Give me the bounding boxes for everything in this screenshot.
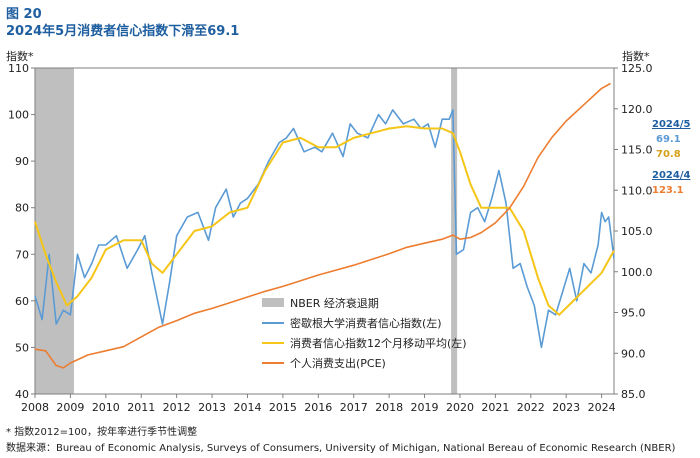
sentiment-latest-value: 69.1 [656, 134, 681, 145]
pce-date-label: 2024/4 [652, 170, 691, 181]
x-tick-label: 2014 [233, 401, 261, 414]
latest-date-label: 2024/5 [652, 119, 691, 130]
legend-swatch-recession [262, 298, 284, 307]
recession-band [451, 68, 458, 394]
x-tick-label: 2016 [304, 401, 332, 414]
x-tick-label: 2010 [92, 401, 120, 414]
right-tick-label: 105.0 [621, 225, 653, 238]
x-tick-label: 2009 [56, 401, 84, 414]
x-tick-label: 2008 [21, 401, 49, 414]
recession-band [35, 68, 74, 394]
x-tick-label: 2013 [198, 401, 226, 414]
x-tick-label: 2018 [375, 401, 403, 414]
left-tick-label: 110 [8, 62, 29, 75]
left-tick-label: 40 [15, 388, 29, 401]
right-tick-label: 85.0 [621, 388, 646, 401]
legend-label-pce: 个人消费支出(PCE) [290, 356, 386, 370]
right-tick-label: 100.0 [621, 266, 653, 279]
legend-label-average: 消费者信心指数12个月移动平均(左) [290, 336, 467, 350]
recession-bands [35, 68, 458, 394]
x-tick-label: 2020 [446, 401, 474, 414]
right-tick-label: 110.0 [621, 184, 653, 197]
right-tick-label: 115.0 [621, 144, 653, 157]
right-tick-label: 90.0 [621, 347, 646, 360]
left-tick-label: 60 [15, 295, 29, 308]
x-tick-label: 2022 [517, 401, 545, 414]
left-tick-label: 90 [15, 155, 29, 168]
x-tick-label: 2015 [269, 401, 297, 414]
legend-label-sentiment: 密歇根大学消费者信心指数(左) [290, 316, 442, 330]
x-tick-label: 2012 [163, 401, 191, 414]
chart-axes: 40 50 60 70 80 90 100 110 85.0 90.0 95.0 100.0 105.0… [8, 62, 653, 414]
chart-series [34, 82, 615, 369]
left-tick-label: 50 [15, 341, 29, 354]
x-tick-label: 2024 [588, 401, 616, 414]
figure-number: 图 20 [6, 7, 42, 22]
left-tick-label: 80 [15, 202, 29, 215]
series-line-sentiment [34, 109, 615, 349]
pce-latest-value: 123.1 [652, 185, 684, 196]
legend-label-recession: NBER 经济衰退期 [290, 296, 379, 310]
series-line-average [34, 125, 615, 316]
x-tick-label: 2011 [127, 401, 155, 414]
series-line-pce [34, 82, 611, 369]
average-latest-value: 70.8 [656, 149, 681, 160]
left-axis-unit: 指数* [6, 50, 34, 63]
figure-title: 2024年5月消费者信心指数下滑至69.1 [6, 24, 240, 39]
x-tick-label: 2019 [411, 401, 439, 414]
source-note: 数据来源：Bureau of Economic Analysis, Survey… [6, 443, 676, 454]
x-tick-label: 2021 [481, 401, 509, 414]
footnote: * 指数2012=100，按年率进行季节性调整 [6, 427, 198, 438]
right-tick-label: 120.0 [621, 103, 653, 116]
right-tick-label: 125.0 [621, 62, 653, 75]
x-tick-label: 2017 [340, 401, 368, 414]
right-tick-label: 95.0 [621, 307, 646, 320]
right-axis-unit: 指数* [622, 50, 650, 63]
x-tick-label: 2023 [552, 401, 580, 414]
left-tick-label: 100 [8, 109, 29, 122]
left-tick-label: 70 [15, 248, 29, 261]
